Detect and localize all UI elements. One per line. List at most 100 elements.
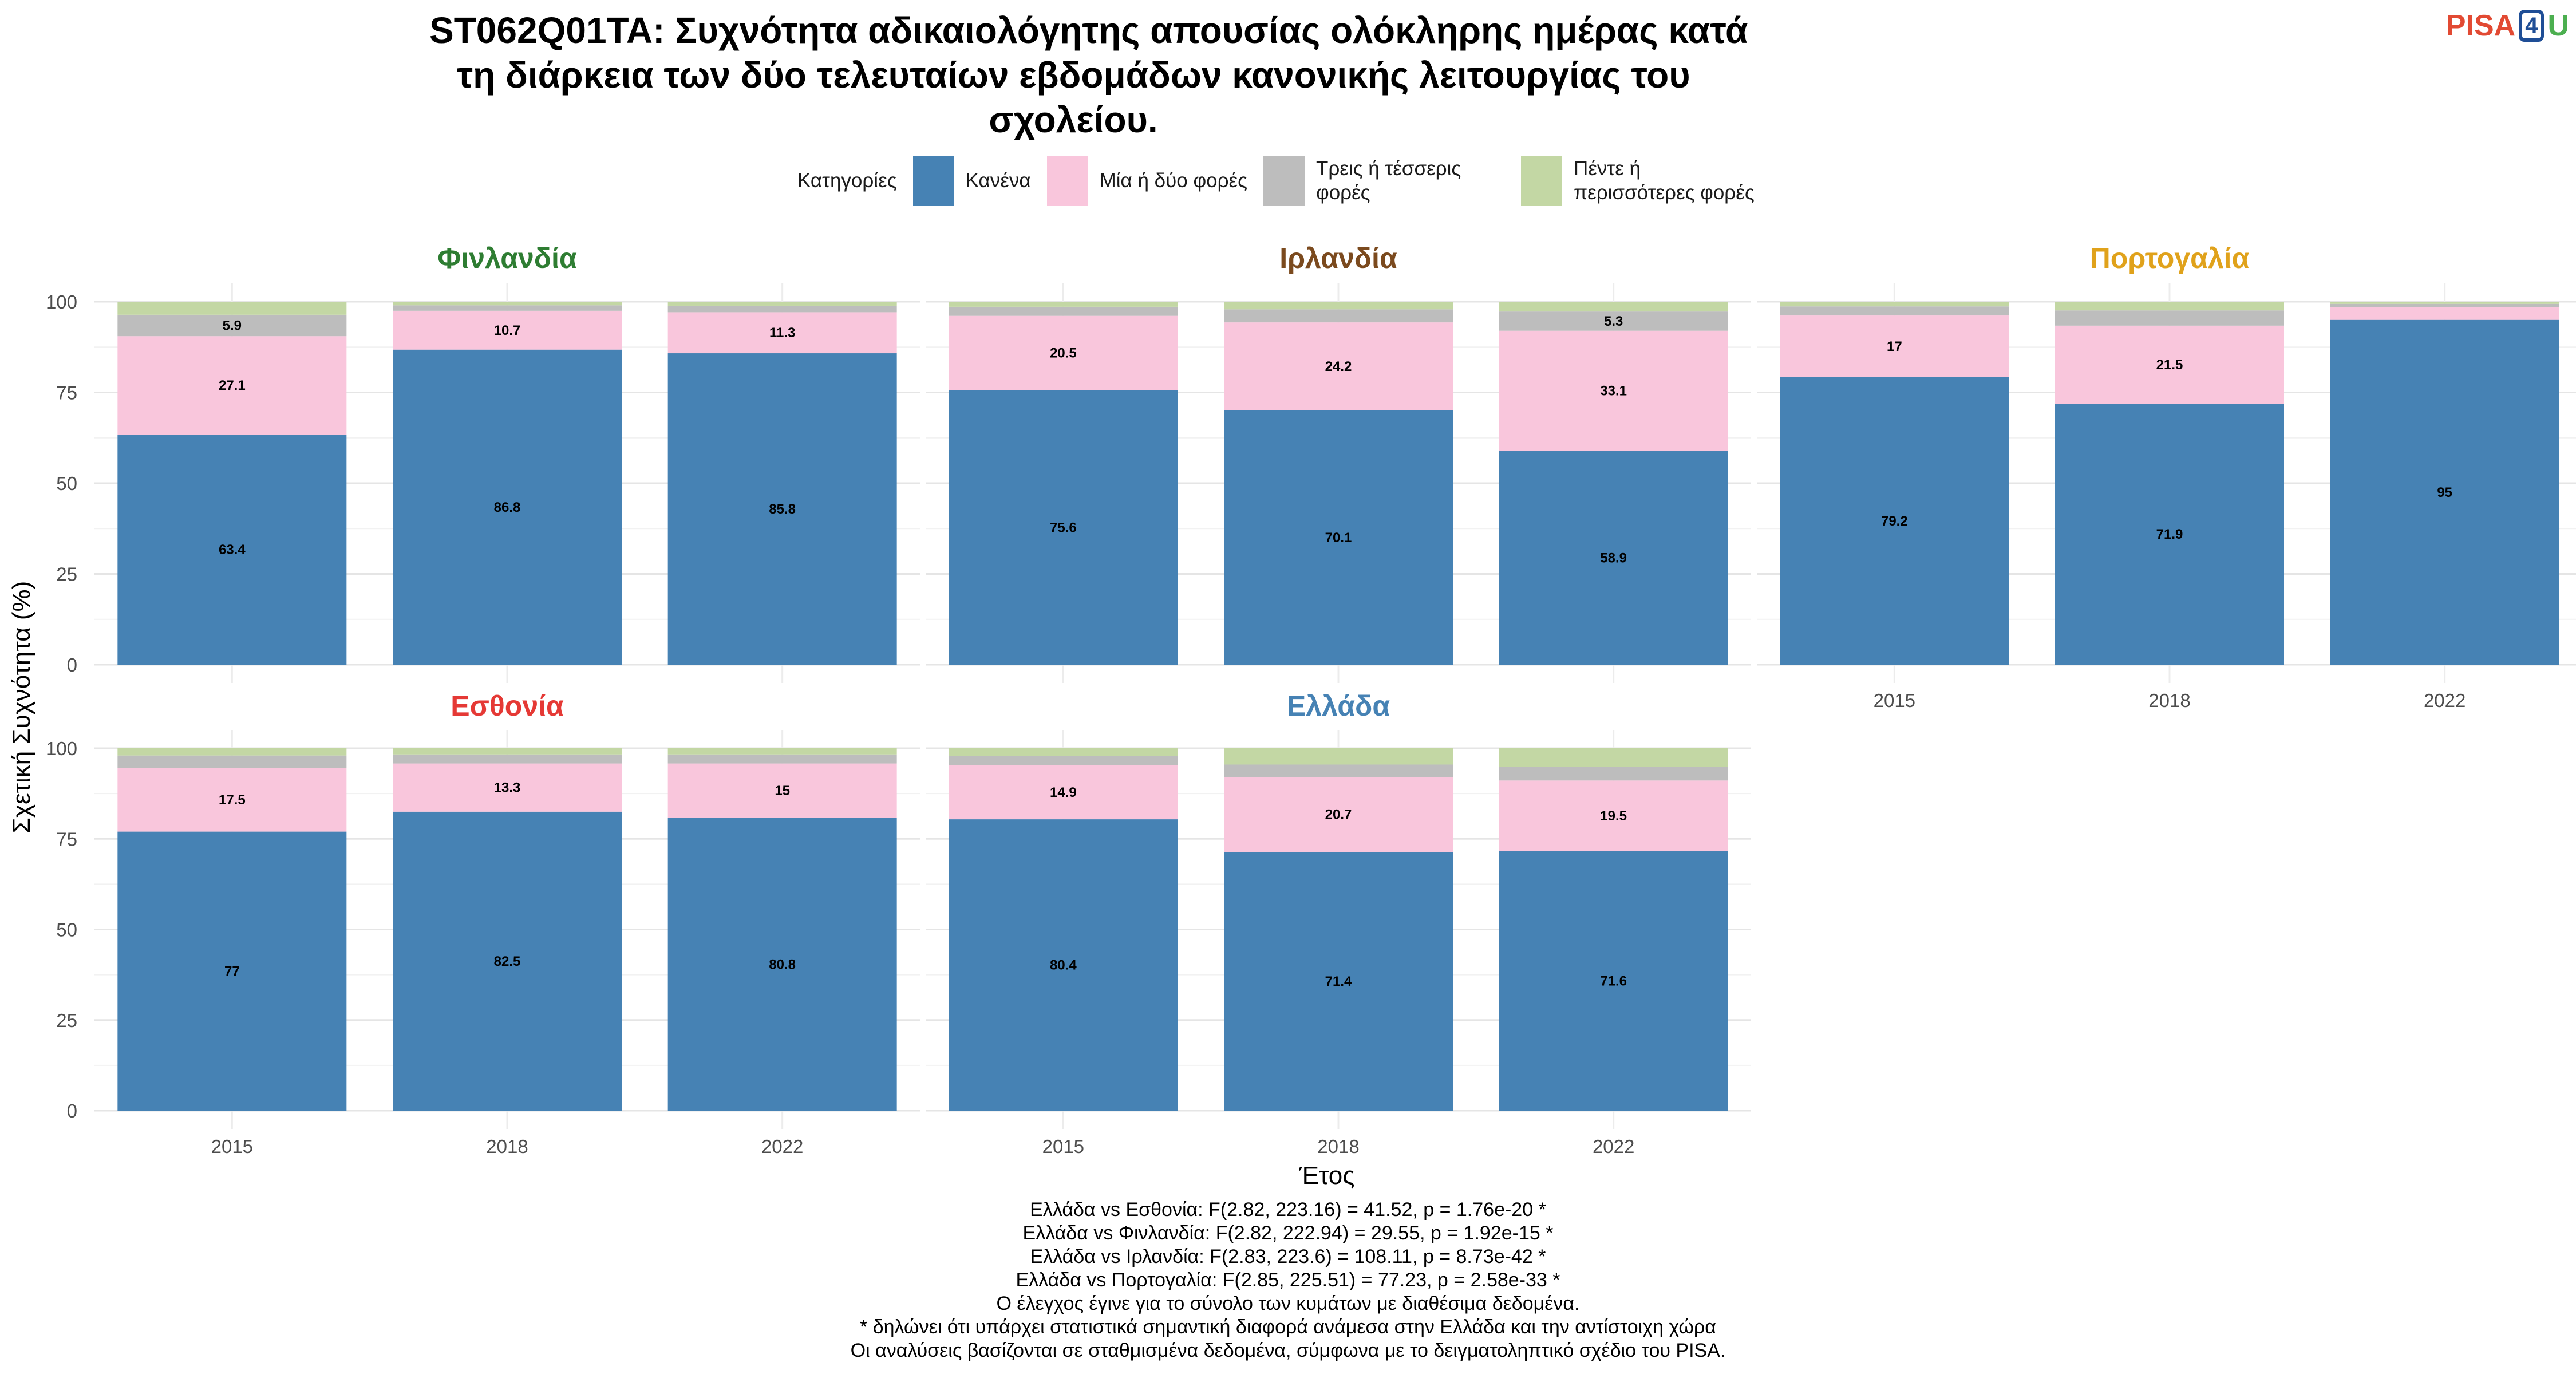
bar-segment: [1499, 851, 1728, 1111]
bar-segment: [393, 310, 622, 350]
pisa4u-logo: PISA 4 U: [2446, 6, 2569, 46]
bar-segment: [1224, 309, 1453, 323]
bar-value-label: 71.6: [1600, 973, 1627, 989]
y-tick-label: 0: [67, 1100, 77, 1122]
bar-segment: [667, 818, 897, 1111]
bar-segment: [667, 353, 897, 665]
bar-segment: [393, 349, 622, 665]
bar-value-label: 5.3: [1604, 314, 1623, 329]
panel-4: Εσθονία 77 17.5 2015 82.5 13.3 2018 80.8 15 2022: [94, 690, 920, 1157]
bar-segment: [1499, 748, 1728, 767]
bar-segment: [1224, 302, 1453, 310]
legend-title: Κατηγορίες: [797, 169, 897, 192]
bar-value-label: 27.1: [219, 378, 246, 393]
legend-swatch-none: [912, 156, 954, 206]
bar-segment: [949, 315, 1178, 390]
bar-segment: [667, 312, 897, 354]
y-tick-label: 100: [46, 291, 77, 313]
bar-value-label: 63.4: [219, 542, 246, 558]
bar-value-label: 15: [775, 783, 790, 799]
bar-value-label: 5.9: [223, 318, 242, 334]
bar-segment: [117, 435, 347, 665]
bar-value-label: 17.5: [219, 792, 246, 808]
logo-text-4: 4: [2519, 10, 2545, 42]
x-tick-label: 2015: [1042, 1136, 1084, 1157]
bar-value-label: 11.3: [769, 325, 795, 341]
title-line-3: σχολείου.: [989, 99, 1158, 140]
bar-segment: [1499, 302, 1728, 312]
bar-value-label: 20.7: [1325, 807, 1352, 823]
panel-2: Ιρλανδία 75.6 20.5 70.1 24.2 58.9 33.1 5.3: [926, 242, 1751, 683]
x-tick-label: 2018: [2148, 690, 2190, 711]
logo-text-pisa: PISA: [2445, 9, 2516, 42]
bar-segment: [1224, 748, 1453, 765]
bar-segment: [667, 763, 897, 818]
bar-value-label: 80.4: [1050, 958, 1077, 973]
x-tick-label: 2018: [1317, 1136, 1359, 1157]
note-line-5: Ο έλεγχος έγινε για το σύνολο των κυμάτω…: [996, 1293, 1580, 1314]
bar-segment: [393, 754, 622, 764]
bar-segment: [2330, 319, 2559, 665]
bar-value-label: 95: [2437, 485, 2452, 500]
x-tick-label: 2018: [486, 1136, 528, 1157]
bar-segment: [1780, 315, 2009, 377]
legend-label-none: Κανένα: [965, 169, 1031, 192]
bar-segment: [117, 314, 347, 337]
y-tick-label: 75: [56, 828, 77, 850]
legend-swatch-one-or-two: [1046, 156, 1088, 206]
bar-segment: [667, 748, 897, 755]
panel-1: Φινλανδία 63.4 27.1 5.9 86.8 10.7 85.8 11.3: [94, 242, 920, 683]
bar-segment: [1499, 780, 1728, 851]
bar-segment: [1499, 311, 1728, 331]
bar-value-label: 82.5: [494, 954, 521, 969]
bar-segment: [2330, 302, 2559, 304]
note-line-2: Ελλάδα vs Φινλανδία: F(2.82, 222.94) = 2…: [1022, 1222, 1554, 1244]
title-line-1: ST062Q01TA: Συχνότητα αδικαιολόγητης απο…: [429, 10, 1748, 51]
bar-segment: [393, 811, 622, 1111]
bar-segment: [117, 302, 347, 315]
bar-value-label: 79.2: [1881, 514, 1908, 529]
legend-label-five-or-more: Πέντε ή περισσότερες φορές: [1574, 157, 1755, 204]
y-tick-label: 100: [46, 738, 77, 759]
note-line-1: Ελλάδα vs Εσθονία: F(2.82, 223.16) = 41.…: [1030, 1199, 1546, 1221]
bar-value-label: 71.9: [2156, 527, 2183, 542]
bar-value-label: 13.3: [494, 780, 521, 796]
bar-value-label: 33.1: [1600, 384, 1627, 399]
legend-label-three-or-four: Τρεις ή τέσσερις φορές: [1316, 157, 1461, 204]
bar-segment: [2055, 404, 2284, 665]
bar-segment: [1224, 322, 1453, 410]
legend-item-one-or-two: Μία ή δύο φορές: [1046, 156, 1247, 206]
bar-value-label: 10.7: [494, 323, 521, 338]
bar-segment: [949, 748, 1178, 756]
bar-segment: [1780, 306, 2009, 316]
bar-value-label: 71.4: [1325, 974, 1352, 989]
bar-segment: [949, 390, 1178, 665]
legend-label-one-or-two: Μία ή δύο φορές: [1099, 169, 1247, 192]
bar-segment: [2330, 307, 2559, 320]
bar-segment: [667, 302, 897, 306]
bar-value-label: 86.8: [494, 500, 521, 515]
bar-value-label: 21.5: [2156, 357, 2183, 373]
title-line-2: τη διάρκεια των δύο τελευταίων εβδομάδων…: [456, 54, 1690, 96]
panel-title: Ελλάδα: [1287, 690, 1390, 722]
bar-value-label: 75.6: [1050, 520, 1077, 535]
bar-segment: [2055, 325, 2284, 404]
y-tick-label: 25: [56, 1010, 77, 1031]
bar-value-label: 14.9: [1050, 785, 1077, 800]
bar-value-label: 70.1: [1325, 530, 1352, 546]
y-tick-label: 0: [67, 654, 77, 676]
legend-swatch-three-or-four: [1263, 156, 1305, 206]
bar-segment: [949, 765, 1178, 820]
bar-segment: [1224, 410, 1453, 665]
bar-segment: [117, 755, 347, 768]
y-tick-label: 50: [56, 473, 77, 494]
x-tick-label: 2015: [211, 1136, 253, 1157]
note-line-4: Ελλάδα vs Πορτογαλία: F(2.85, 225.51) = …: [1016, 1269, 1560, 1291]
note-line-6: * δηλώνει ότι υπάρχει στατιστικά σημαντι…: [860, 1316, 1716, 1338]
bar-value-label: 20.5: [1050, 346, 1077, 361]
legend-item-none: Κανένα: [912, 156, 1031, 206]
bar-segment: [667, 305, 897, 313]
y-tick-label: 50: [56, 919, 77, 941]
bar-segment: [1224, 852, 1453, 1111]
